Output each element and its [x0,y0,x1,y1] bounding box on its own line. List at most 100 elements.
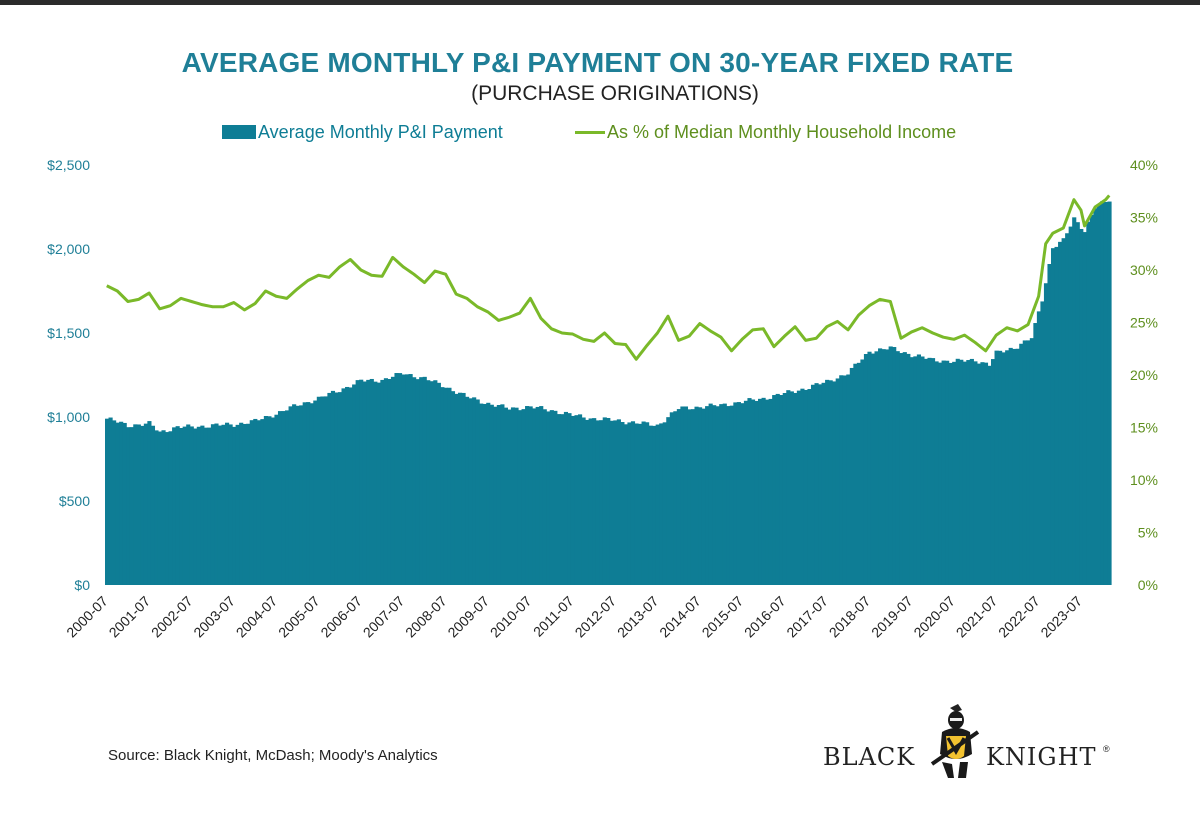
payment-bar [705,406,710,585]
payment-bar [556,414,561,585]
payment-bar [722,403,727,585]
x-axis-tick-label: 2009-07 [444,593,492,641]
payment-bar [235,424,240,585]
payment-bar [1075,222,1080,585]
payment-bar [228,424,233,585]
payment-bar [895,351,900,585]
payment-bar [938,362,943,585]
payment-bar [486,402,491,585]
payment-bar [217,425,223,585]
left-axis-tick-label: $2,500 [47,157,90,173]
payment-bar [870,353,876,585]
payment-bar [990,359,996,585]
payment-bar [952,361,957,585]
payment-bar [1100,201,1105,586]
payment-bar [835,378,840,585]
payment-bar [1054,246,1059,585]
x-axis-tick-label: 2020-07 [910,593,958,641]
payment-bar [655,424,660,585]
payment-bar [274,414,279,585]
payment-bar [694,406,699,585]
logo-word-black: BLACK [823,743,916,771]
payment-bar [839,375,844,585]
payment-bar [888,346,893,585]
left-axis-tick-label: $500 [59,493,90,509]
payment-bar [645,422,650,585]
payment-bar [126,427,131,585]
payment-bar [422,376,427,585]
payment-bar [412,377,417,585]
payment-bar [563,411,569,585]
payment-bar [256,420,261,585]
payment-bar [698,407,703,585]
payment-bar [878,348,883,585]
payment-bar [415,379,420,585]
left-axis-tick-label: $0 [74,577,90,593]
payment-bar [846,374,851,585]
payment-bar [768,398,773,585]
payment-bar [320,396,325,585]
right-axis-tick-label: 15% [1130,420,1158,436]
payment-bar [570,415,576,585]
payment-bar [680,406,685,585]
payment-bar [1103,201,1109,585]
payment-bar [450,391,456,585]
payment-bar [662,422,667,585]
payment-bar [277,411,283,585]
payment-bar [154,430,159,585]
payment-bar [899,353,904,585]
payment-bar [309,403,314,585]
payment-bar [168,431,173,585]
payment-bar [334,392,339,585]
payment-bar [874,351,879,585]
payment-bar [1026,340,1031,585]
income-share-line [106,194,1111,361]
payment-bar [913,356,918,585]
payment-bar [588,418,593,585]
payment-bar [419,377,424,585]
payment-bar [765,399,770,585]
payment-bar [503,407,508,585]
right-axis-tick-label: 25% [1130,315,1158,331]
payment-bar [927,357,932,585]
payment-bar [726,406,731,585]
payment-bar [902,352,907,585]
payment-bar [122,422,127,585]
payment-bar [867,351,872,585]
payment-bar [786,390,791,585]
payment-bar [507,409,512,585]
payment-bar [567,413,572,585]
x-axis-tick-label: 2006-07 [317,593,365,641]
payment-bar [514,407,519,585]
payment-bar [405,374,410,585]
payment-bar [856,362,861,585]
payment-bar [525,406,530,585]
payment-bar [595,420,600,585]
x-axis-tick-label: 2004-07 [233,593,281,641]
payment-bar [750,399,756,585]
right-axis-tick-label: 10% [1130,472,1158,488]
payment-bar [814,383,819,585]
payment-bar [140,425,145,585]
x-axis-tick-label: 2015-07 [699,593,747,641]
payment-bar [115,422,120,585]
payment-bar [1001,352,1006,585]
payment-bar [620,422,625,585]
payment-bar [980,362,985,585]
payment-bar [659,423,664,585]
payment-bar [803,389,809,585]
payment-bar [1036,311,1041,585]
payment-bar [1089,214,1094,586]
x-axis-tick-label: 2003-07 [190,593,238,641]
payment-bar [690,409,696,585]
x-axis-tick-label: 2000-07 [63,593,111,641]
payment-bar [578,414,583,585]
payment-bar [627,422,632,585]
payment-bar [828,380,833,585]
payment-bar [1065,233,1070,585]
payment-bar [295,405,300,585]
payment-bar [998,350,1003,585]
payment-bar [196,426,201,585]
payment-bar [863,354,869,585]
payment-bar [373,381,378,585]
